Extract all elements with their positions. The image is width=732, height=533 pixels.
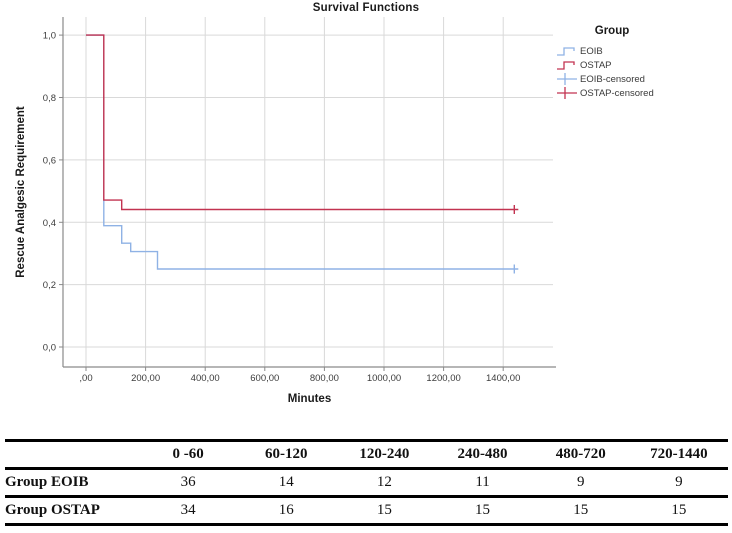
value-cell: 9: [531, 468, 630, 498]
row-label: Group OSTAP: [5, 496, 139, 526]
plus-line-icon: [557, 87, 577, 99]
legend-entry-label: OSTAP: [580, 59, 612, 71]
value-cell: 14: [237, 468, 336, 498]
survival-plot: ,00 200,00 400,00 600,00 800,00 1000,00 1200,0…: [43, 17, 556, 384]
x-tick-label: 200,00: [131, 373, 160, 384]
x-tick-label: 1200,00: [426, 373, 460, 384]
y-tick-label: 1,0: [43, 31, 56, 42]
header-cell: 0 -60: [139, 439, 238, 470]
step-line-icon: [557, 61, 575, 70]
legend-entry-eoib: EOIB: [556, 44, 732, 58]
step-line-icon: [557, 47, 575, 56]
value-cell: 36: [139, 468, 238, 498]
legend: Group EOIB OSTAP EOIB-censored OSTAP-cen…: [556, 25, 732, 100]
series-EOIB: [86, 34, 519, 270]
plus-line-icon: [557, 73, 577, 85]
header-cell-empty: [5, 439, 139, 470]
y-tick-label: 0,0: [43, 343, 56, 354]
value-cell: 9: [629, 468, 728, 498]
legend-title: Group: [594, 25, 630, 37]
value-cell: 34: [139, 496, 238, 526]
legend-entry-label: OSTAP-censored: [580, 87, 654, 99]
value-cell: 16: [237, 496, 336, 526]
value-cell: 15: [433, 496, 532, 526]
legend-entry-label: EOIB: [580, 45, 603, 57]
table-header-row: 0 -60 60-120 120-240 240-480 480-720 720…: [5, 439, 728, 470]
header-cell: 120-240: [335, 439, 434, 470]
x-tick-label: 1400,00: [486, 373, 520, 384]
legend-entry-label: EOIB-censored: [580, 73, 645, 85]
value-cell: 11: [433, 468, 532, 498]
header-cell: 60-120: [237, 439, 336, 470]
value-cell: 15: [531, 496, 630, 526]
table-row-eoib: Group EOIB 36 14 12 11 9 9: [5, 468, 728, 498]
header-cell: 720-1440: [629, 439, 728, 470]
y-tick-label: 0,6: [43, 155, 56, 166]
row-label: Group EOIB: [5, 468, 139, 498]
table-row-ostap: Group OSTAP 34 16 15 15 15 15: [5, 496, 728, 526]
header-cell: 480-720: [531, 439, 630, 470]
x-axis-label: Minutes: [287, 393, 332, 405]
value-cell: 15: [629, 496, 728, 526]
value-cell: 15: [335, 496, 434, 526]
x-tick-label: 800,00: [310, 373, 339, 384]
chart-title: Survival Functions: [312, 2, 420, 14]
x-tick-label: 600,00: [250, 373, 279, 384]
legend-entry-eoib-censored: EOIB-censored: [556, 72, 732, 86]
value-cell: 12: [335, 468, 434, 498]
header-cell: 240-480: [433, 439, 532, 470]
y-tick-label: 0,2: [43, 280, 56, 291]
legend-entry-ostap: OSTAP: [556, 58, 732, 72]
x-tick-label: 1000,00: [367, 373, 401, 384]
y-tick-label: 0,4: [43, 218, 56, 229]
numbers-at-risk-table: 0 -60 60-120 120-240 240-480 480-720 720…: [5, 439, 728, 526]
series-OSTAP: [86, 34, 519, 211]
legend-entry-ostap-censored: OSTAP-censored: [556, 86, 732, 100]
y-tick-label: 0,8: [43, 93, 56, 104]
x-tick-label: 400,00: [191, 373, 220, 384]
x-tick-label: ,00: [79, 373, 92, 384]
